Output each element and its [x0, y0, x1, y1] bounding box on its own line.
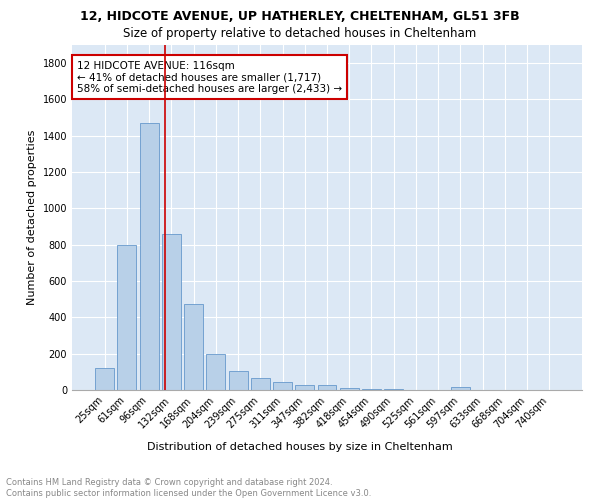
Bar — [95, 368, 114, 390]
Bar — [251, 378, 270, 390]
Y-axis label: Number of detached properties: Number of detached properties — [27, 130, 37, 305]
Text: Contains HM Land Registry data © Crown copyright and database right 2024.
Contai: Contains HM Land Registry data © Crown c… — [6, 478, 371, 498]
Bar — [229, 371, 248, 390]
Bar — [162, 234, 181, 390]
Bar — [340, 388, 359, 390]
Bar — [317, 386, 337, 390]
Bar — [118, 244, 136, 390]
Bar — [295, 384, 314, 390]
Bar — [140, 123, 158, 390]
Bar — [451, 388, 470, 390]
Bar — [184, 304, 203, 390]
Text: 12 HIDCOTE AVENUE: 116sqm
← 41% of detached houses are smaller (1,717)
58% of se: 12 HIDCOTE AVENUE: 116sqm ← 41% of detac… — [77, 60, 342, 94]
Text: Distribution of detached houses by size in Cheltenham: Distribution of detached houses by size … — [147, 442, 453, 452]
Bar — [206, 354, 225, 390]
Bar — [273, 382, 292, 390]
Text: 12, HIDCOTE AVENUE, UP HATHERLEY, CHELTENHAM, GL51 3FB: 12, HIDCOTE AVENUE, UP HATHERLEY, CHELTE… — [80, 10, 520, 23]
Bar — [362, 389, 381, 390]
Text: Size of property relative to detached houses in Cheltenham: Size of property relative to detached ho… — [124, 28, 476, 40]
